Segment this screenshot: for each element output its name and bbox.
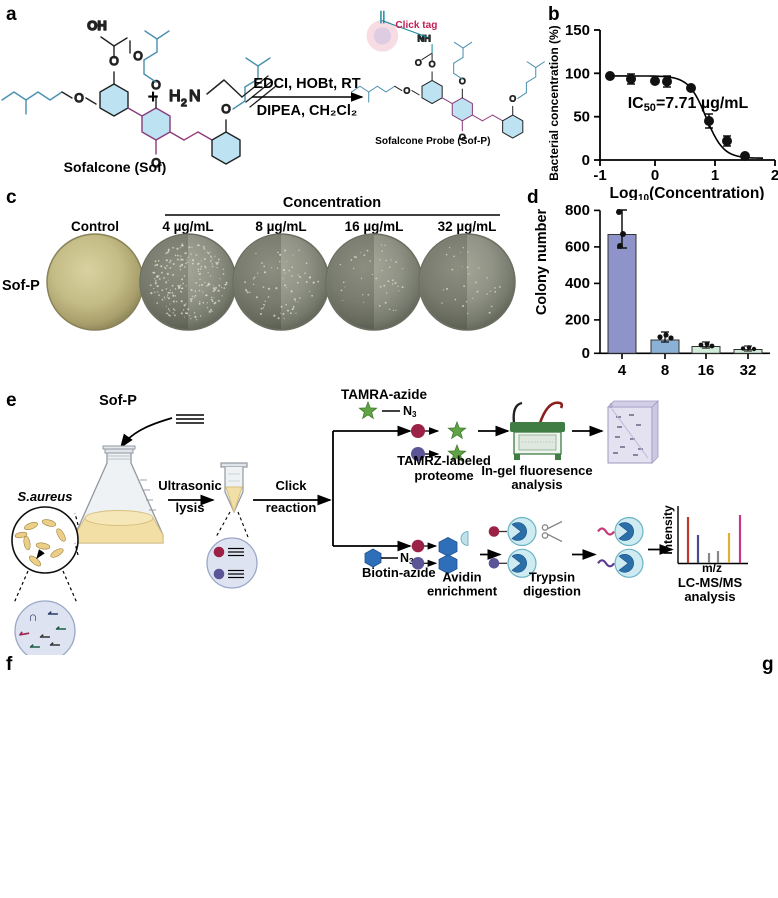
- svg-text:Bacterial concentration (%): Bacterial concentration (%): [547, 25, 561, 180]
- svg-text:32 µg/mL: 32 µg/mL: [438, 219, 497, 234]
- svg-text:Click: Click: [275, 478, 307, 493]
- svg-text:0: 0: [651, 167, 659, 184]
- svg-text:Trypsin: Trypsin: [529, 570, 575, 585]
- svg-text:∩: ∩: [28, 609, 37, 624]
- svg-text:4: 4: [618, 362, 627, 379]
- svg-text:TAMRA-azide: TAMRA-azide: [341, 387, 427, 402]
- svg-text:LC-MS/MS: LC-MS/MS: [678, 575, 743, 590]
- svg-text:100: 100: [565, 65, 590, 82]
- svg-text:Control: Control: [71, 219, 119, 234]
- svg-text:200: 200: [565, 312, 590, 329]
- svg-text:32: 32: [740, 362, 757, 379]
- svg-text:0: 0: [582, 152, 590, 169]
- svg-text:analysis: analysis: [684, 589, 735, 604]
- svg-text:IC50=7.71 µg/mL: IC50=7.71 µg/mL: [628, 95, 749, 114]
- svg-text:16: 16: [698, 362, 715, 379]
- svg-text:S.aureus: S.aureus: [18, 489, 73, 504]
- svg-text:8: 8: [661, 362, 669, 379]
- svg-text:Ultrasonic: Ultrasonic: [158, 478, 222, 493]
- svg-text:800: 800: [565, 202, 590, 219]
- svg-text:↼: ↼: [56, 621, 67, 636]
- svg-text:TAMRZ-labeled: TAMRZ-labeled: [397, 453, 491, 468]
- svg-text:In-gel fluoresence: In-gel fluoresence: [481, 463, 592, 478]
- svg-text:↼: ↼: [48, 606, 59, 621]
- svg-text:16 µg/mL: 16 µg/mL: [345, 219, 404, 234]
- svg-text:50: 50: [573, 109, 590, 126]
- svg-text:analysis: analysis: [511, 477, 562, 492]
- svg-text:Concentration: Concentration: [283, 195, 381, 211]
- svg-text:Sof-P: Sof-P: [2, 278, 40, 294]
- svg-text:↼: ↼: [30, 639, 41, 654]
- svg-text:400: 400: [565, 275, 590, 292]
- svg-text:Sof-P: Sof-P: [99, 393, 137, 409]
- svg-text:N3: N3: [403, 404, 417, 419]
- svg-text:4 µg/mL: 4 µg/mL: [162, 219, 213, 234]
- svg-text:0: 0: [582, 345, 590, 362]
- svg-text:600: 600: [565, 239, 590, 256]
- svg-text:Intensity: Intensity: [661, 505, 675, 555]
- svg-text:2: 2: [771, 167, 778, 184]
- svg-text:↼: ↼: [50, 637, 61, 652]
- svg-text:enrichment: enrichment: [427, 584, 498, 599]
- svg-text:8 µg/mL: 8 µg/mL: [255, 219, 306, 234]
- svg-text:-1: -1: [593, 167, 606, 184]
- svg-text:proteome: proteome: [414, 468, 473, 483]
- svg-text:Biotin-azide: Biotin-azide: [362, 565, 436, 580]
- svg-text:Colony number: Colony number: [534, 208, 550, 315]
- svg-text:150: 150: [565, 22, 590, 39]
- svg-text:m/z: m/z: [702, 561, 722, 575]
- svg-text:Avidin: Avidin: [442, 570, 481, 585]
- svg-text:digestion: digestion: [523, 584, 581, 599]
- svg-text:1: 1: [711, 167, 719, 184]
- svg-text:lysis: lysis: [176, 500, 205, 515]
- svg-text:reaction: reaction: [266, 500, 317, 515]
